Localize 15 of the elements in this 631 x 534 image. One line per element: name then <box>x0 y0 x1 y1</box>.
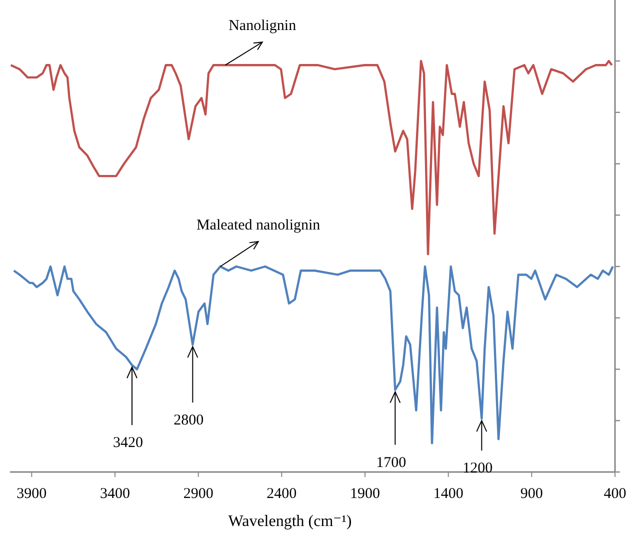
annotation: 1200 <box>462 460 493 477</box>
annotation: 2800 <box>174 412 204 429</box>
x-tick-label: 400 <box>604 486 626 502</box>
annotation: Nanolignin <box>228 18 297 34</box>
x-tick-label: 1400 <box>433 486 464 502</box>
x-axis-title: Wavelength (cm⁻¹) <box>228 513 352 530</box>
annotation: Maleated nanolignin <box>196 218 321 234</box>
x-tick-label: 3900 <box>16 486 47 502</box>
x-tick-label: 2400 <box>266 486 297 502</box>
x-tick-label: 3400 <box>100 486 130 502</box>
annotation: 3420 <box>113 435 143 452</box>
x-tick-label: 2900 <box>183 486 214 502</box>
x-tick-label: 900 <box>520 486 543 502</box>
annotation: 1700 <box>376 454 406 471</box>
x-tick-label: 1900 <box>350 486 380 502</box>
